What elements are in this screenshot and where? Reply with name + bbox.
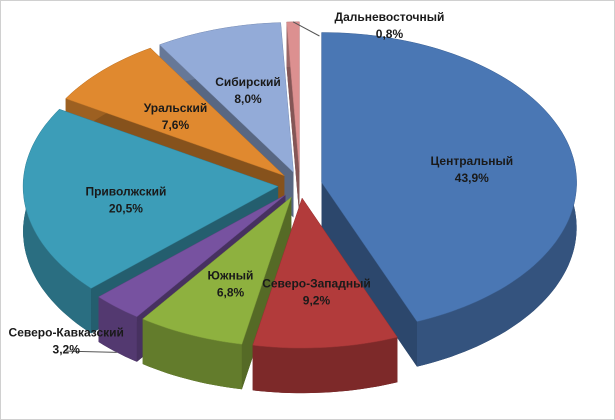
slice (142, 196, 292, 345)
slice-label: Приволжский (85, 184, 166, 198)
slice (159, 22, 294, 174)
slice-label: Центральный (430, 154, 513, 168)
slice (252, 197, 398, 349)
slice-label: Уральский (144, 101, 207, 115)
slice-label: Северо-Кавказский (9, 325, 124, 339)
slice (65, 47, 285, 176)
slice (22, 108, 279, 289)
slice-side (252, 337, 398, 394)
slice-wall (321, 182, 417, 367)
slice-value-label: 9,2% (303, 293, 331, 307)
slice-label: Дальневосточный (335, 10, 445, 24)
slice-value-label: 8,0% (234, 92, 262, 106)
slice-value-label: 7,6% (162, 118, 190, 132)
slice-value-label: 6,8% (217, 285, 245, 299)
slice-wall (286, 22, 300, 217)
slice-value-label: 3,2% (53, 342, 81, 356)
leader-line (66, 350, 117, 353)
slice-label: Сибирский (215, 75, 281, 89)
slice-side (98, 296, 137, 362)
slice (98, 194, 286, 318)
slice-value-label: 0,8% (376, 27, 404, 41)
slice-label: Северо-Западный (262, 276, 371, 290)
slice-side (142, 319, 242, 390)
slice-value-label: 20,5% (109, 201, 143, 215)
slice (321, 32, 577, 322)
slice (286, 21, 300, 172)
slice-label: Южный (208, 268, 254, 282)
slice-value-label: 43,9% (455, 171, 489, 185)
leader-line (292, 21, 320, 37)
